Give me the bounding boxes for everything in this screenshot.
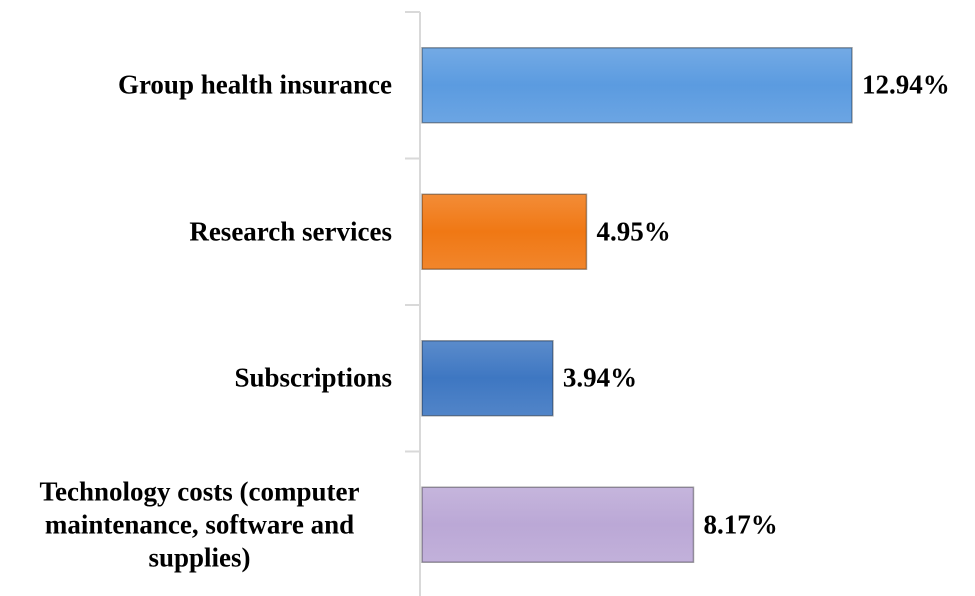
bar — [421, 47, 853, 124]
category-label: Technology costs (computer maintenance, … — [39, 476, 360, 573]
category-label-box: Research services — [0, 215, 392, 248]
category-label: Subscriptions — [234, 362, 392, 393]
category-label-box: Group health insurance — [0, 69, 392, 102]
category-label: Group health insurance — [117, 69, 392, 100]
value-label: 4.95% — [596, 216, 671, 247]
category-label-box: Subscriptions — [0, 362, 392, 395]
category-label-box: Technology costs (computer maintenance, … — [0, 475, 392, 574]
category-label: Research services — [189, 216, 392, 247]
value-label: 12.94% — [862, 69, 950, 100]
value-label: 3.94% — [562, 362, 638, 393]
bar — [421, 486, 695, 563]
bar — [421, 340, 554, 417]
bar — [421, 193, 588, 270]
value-label: 8.17% — [703, 509, 778, 540]
